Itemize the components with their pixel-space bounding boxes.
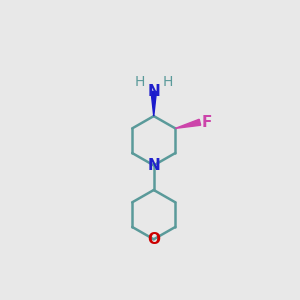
- Polygon shape: [175, 119, 201, 128]
- Text: O: O: [147, 232, 160, 247]
- Polygon shape: [151, 92, 156, 116]
- Text: H: H: [135, 75, 145, 89]
- Text: N: N: [147, 158, 160, 173]
- Text: F: F: [202, 115, 212, 130]
- Text: N: N: [147, 84, 160, 99]
- Text: H: H: [162, 75, 173, 89]
